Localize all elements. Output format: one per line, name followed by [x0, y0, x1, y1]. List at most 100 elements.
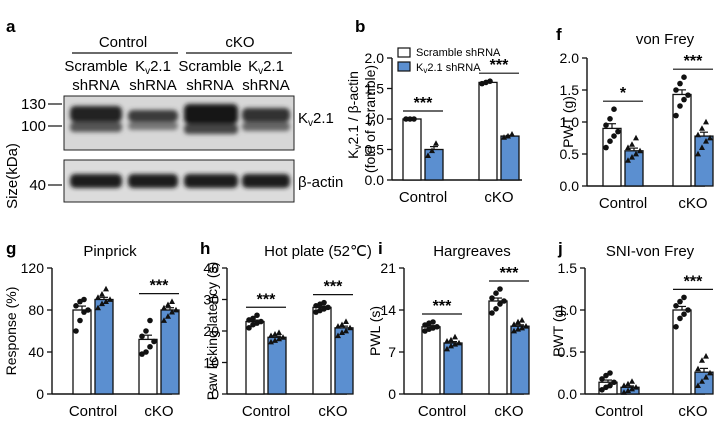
data-point — [515, 318, 521, 325]
lane-label: Scramble — [64, 58, 127, 75]
y-tick-label: 1.5 — [558, 260, 578, 276]
data-point — [523, 323, 529, 329]
data-point — [695, 382, 701, 388]
data-point — [621, 389, 627, 395]
data-point — [629, 378, 635, 384]
data-point — [407, 116, 413, 122]
sig-label: *** — [257, 291, 276, 308]
data-point — [703, 118, 709, 125]
data-point — [501, 298, 507, 304]
data-point — [629, 385, 635, 392]
lane-label: shRNA — [72, 77, 120, 94]
data-point — [339, 329, 345, 335]
data-point — [607, 382, 613, 389]
bar — [402, 118, 422, 181]
data-point — [681, 74, 687, 80]
data-point — [335, 323, 341, 329]
data-point — [147, 343, 153, 350]
bar — [267, 336, 287, 395]
y-tick-label: 30 — [203, 292, 219, 308]
data-point — [81, 296, 87, 303]
sig-label: * — [620, 85, 627, 102]
y-tick-label: 1.5 — [365, 81, 385, 97]
y-axis-label: PWL (s) — [367, 306, 383, 356]
y-axis-label: Kv2.1 / β-actin — [345, 71, 364, 159]
data-point — [165, 313, 171, 319]
panel-letter: a — [6, 17, 16, 36]
data-point — [411, 116, 417, 122]
panel-a: a Control cKO Scramble shRNA Kv2.1 shRNA… — [4, 17, 343, 209]
data-point — [699, 357, 705, 363]
y-tick-label: 0.0 — [560, 178, 580, 194]
y-tick-label: 1.5 — [560, 82, 580, 98]
data-point — [165, 301, 171, 308]
data-point — [107, 296, 113, 302]
data-point — [703, 353, 709, 359]
data-point — [625, 144, 631, 150]
data-point — [625, 380, 631, 387]
blot-bottom-bands — [70, 174, 290, 188]
data-point — [633, 384, 639, 390]
x-category-label: cKO — [494, 403, 523, 420]
group-label-control: Control — [99, 34, 147, 51]
bar — [94, 298, 114, 395]
data-point — [456, 339, 462, 346]
chart-i: i Hargreaves 0 7 14 21 PWL (s) Control *** cKO *** — [367, 239, 530, 420]
data-point — [673, 324, 679, 330]
y-axis-label: PWT (g) — [560, 96, 576, 148]
sig-label: *** — [324, 279, 343, 296]
data-point — [611, 133, 617, 139]
data-point — [403, 116, 409, 122]
data-point — [95, 304, 101, 311]
data-point — [139, 333, 145, 340]
y-tick-label: 20 — [203, 323, 219, 339]
sig-label: *** — [490, 57, 509, 74]
data-point — [73, 303, 79, 309]
chart-title: Pinprick — [83, 243, 137, 260]
data-point — [611, 106, 617, 112]
data-point — [343, 327, 349, 334]
data-point — [343, 318, 349, 324]
y-tick-label: 0.5 — [558, 344, 578, 360]
bar — [421, 326, 441, 395]
data-point — [434, 324, 440, 330]
sig-label: *** — [684, 53, 703, 70]
y-tick-label: 7 — [388, 344, 396, 360]
panel-letter: h — [200, 239, 210, 258]
panel-letter: b — [355, 17, 365, 36]
data-point — [250, 315, 256, 322]
data-point — [607, 370, 613, 376]
x-category-label: Control — [69, 403, 117, 420]
x-category-label: cKO — [318, 403, 347, 420]
y-tick-label: 120 — [21, 260, 45, 276]
x-category-label: Control — [595, 403, 643, 420]
bar — [312, 306, 332, 395]
data-point — [335, 332, 341, 339]
chart-title: Hot plate (52℃) — [264, 243, 372, 260]
y-tick-label: 2.0 — [560, 50, 580, 66]
lane-label: shRNA — [242, 77, 290, 94]
data-point — [519, 324, 525, 331]
data-point — [695, 131, 701, 138]
y-axis-label-line2: (fold of scramble) — [362, 65, 378, 173]
bar — [672, 93, 692, 187]
bar — [500, 135, 520, 181]
data-point — [169, 298, 175, 304]
data-point — [625, 157, 631, 163]
data-point — [603, 372, 609, 379]
data-point — [681, 294, 687, 301]
data-point — [448, 336, 454, 343]
lane-label: Kv2.1 — [248, 58, 284, 77]
x-category-label: Control — [418, 403, 466, 420]
y-axis-label: PWT (g) — [550, 305, 566, 357]
panel-letter: f — [556, 25, 562, 44]
x-category-label: cKO — [678, 195, 707, 212]
data-point — [268, 332, 274, 339]
lane-label: Kv2.1 — [135, 58, 171, 77]
panel-letter: g — [6, 239, 16, 258]
data-point — [607, 138, 613, 144]
y-tick-label: 80 — [28, 302, 44, 318]
